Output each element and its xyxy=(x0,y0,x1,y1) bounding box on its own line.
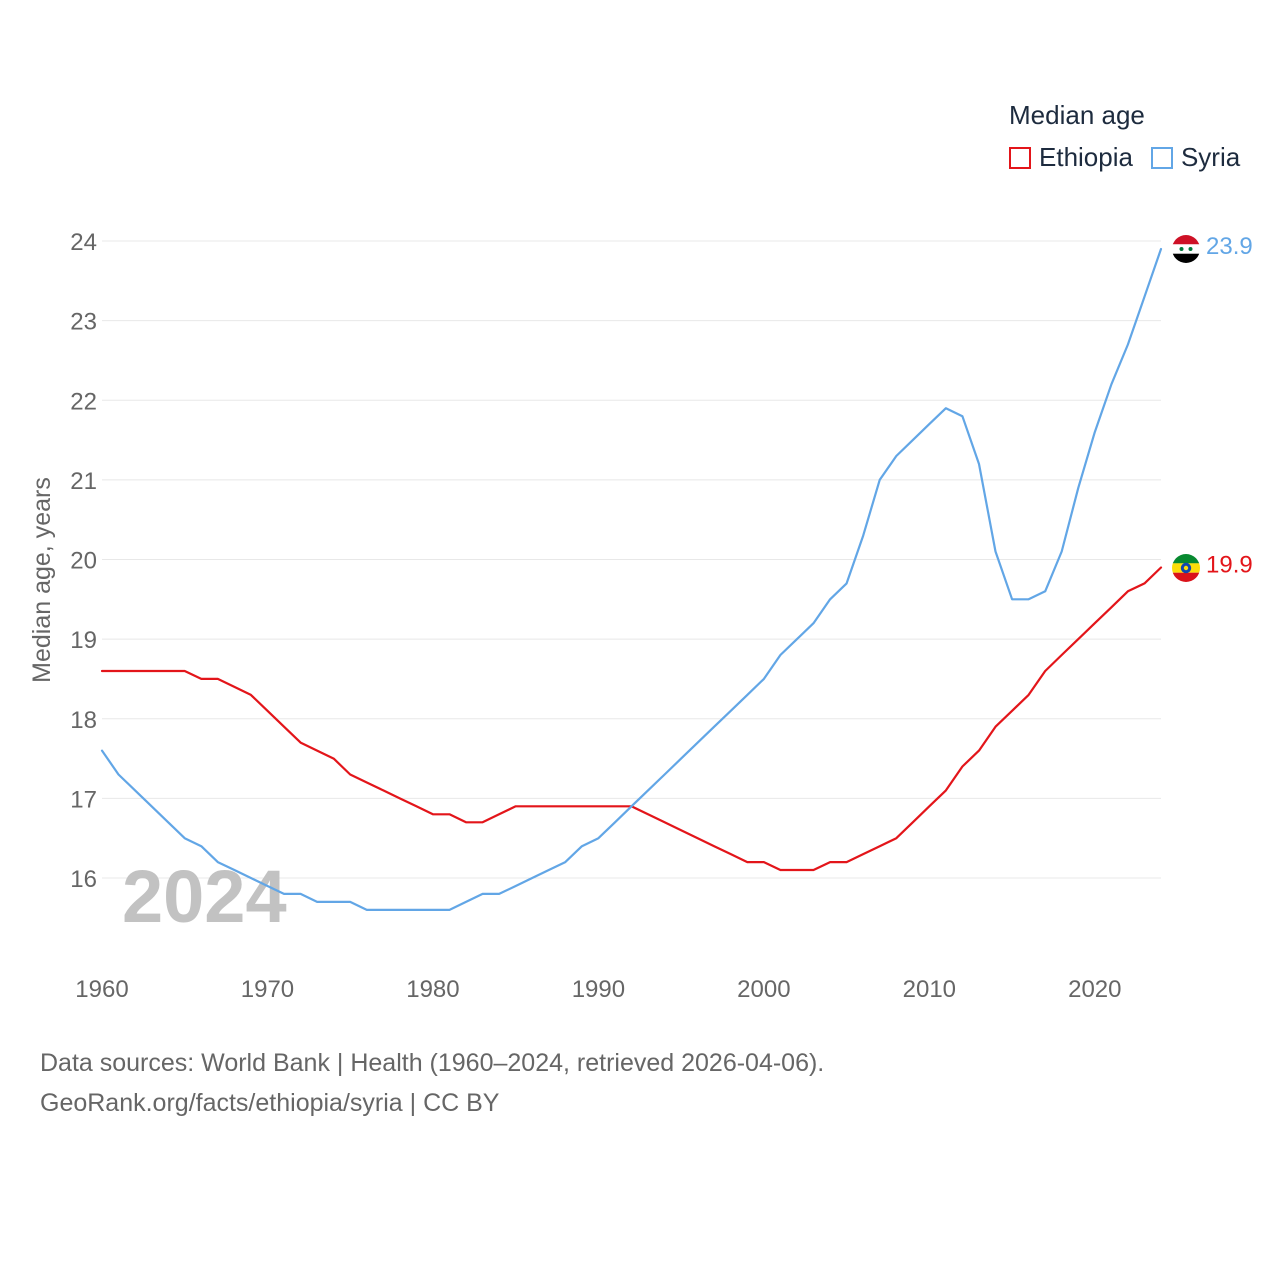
series-line-syria xyxy=(100,247,1163,912)
legend-label-ethiopia: Ethiopia xyxy=(1039,142,1133,172)
legend-item-ethiopia[interactable]: Ethiopia xyxy=(1009,142,1133,173)
x-tick-label-2000: 2000 xyxy=(737,976,790,1003)
end-value-label-ethiopia: 19.9 xyxy=(1206,551,1253,578)
x-tick-label-1990: 1990 xyxy=(572,976,625,1003)
ethiopia-flag-icon xyxy=(1172,554,1200,582)
y-tick-label-21: 21 xyxy=(70,468,97,495)
y-tick-label-18: 18 xyxy=(70,707,97,734)
x-tick-label-2010: 2010 xyxy=(903,976,956,1003)
source-line-1: Data sources: World Bank | Health (1960–… xyxy=(40,1049,825,1077)
y-tick-label-20: 20 xyxy=(70,548,97,575)
y-axis-label: Median age, years xyxy=(28,477,56,683)
legend-item-syria[interactable]: Syria xyxy=(1150,142,1241,173)
end-value-label-syria: 23.9 xyxy=(1206,233,1253,260)
y-axis-ticks: 16 17 18 19 20 21 22 23 24 xyxy=(70,229,97,893)
legend-swatch-syria xyxy=(1150,146,1173,169)
legend-title: Median age xyxy=(1009,100,1145,130)
x-tick-label-1960: 1960 xyxy=(75,976,128,1003)
year-watermark: 2024 xyxy=(122,855,287,938)
series-lines xyxy=(100,247,1163,912)
x-tick-label-1980: 1980 xyxy=(406,976,459,1003)
gridlines xyxy=(102,240,1161,879)
y-tick-label-23: 23 xyxy=(70,309,97,336)
x-tick-label-2020: 2020 xyxy=(1068,976,1121,1003)
legend-swatch-ethiopia xyxy=(1009,146,1031,169)
x-axis-ticks: 1960 1970 1980 1990 2000 2010 2020 xyxy=(75,976,1121,1003)
y-tick-label-24: 24 xyxy=(70,229,97,256)
syria-flag-icon xyxy=(1172,235,1200,263)
source-line-2: GeoRank.org/facts/ethiopia/syria | CC BY xyxy=(40,1089,500,1117)
series-end-markers: 19.9 23.9 xyxy=(1172,233,1253,582)
source-note: Data sources: World Bank | Health (1960–… xyxy=(40,1043,824,1123)
y-tick-label-19: 19 xyxy=(70,627,97,654)
y-tick-label-16: 16 xyxy=(70,866,97,893)
y-tick-label-17: 17 xyxy=(70,786,97,813)
y-tick-label-22: 22 xyxy=(70,388,97,415)
legend: Ethiopia Syria xyxy=(1009,142,1258,173)
x-tick-label-1970: 1970 xyxy=(241,976,294,1003)
legend-label-syria: Syria xyxy=(1180,142,1241,172)
